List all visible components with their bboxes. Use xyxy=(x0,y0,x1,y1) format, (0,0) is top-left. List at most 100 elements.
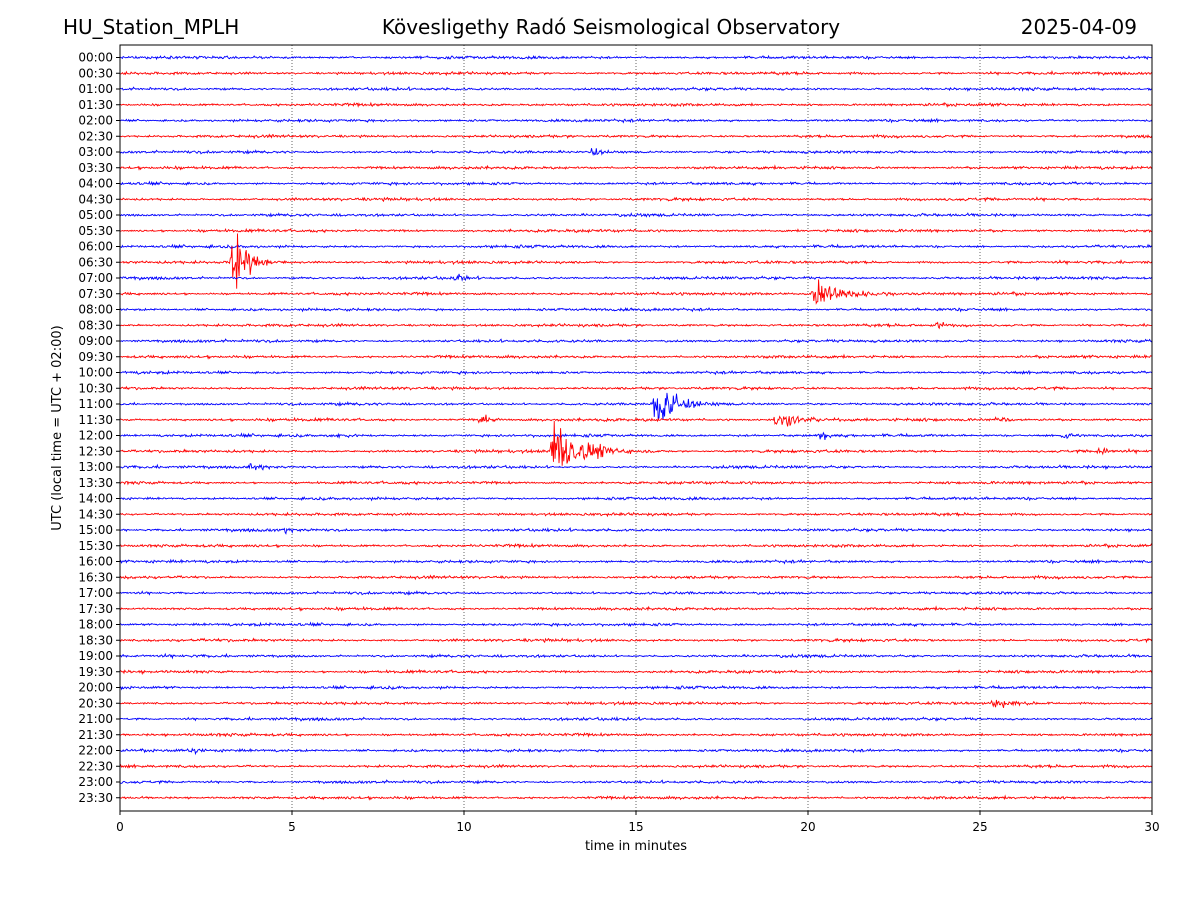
trace-0200 xyxy=(119,117,1153,124)
chart-title: Kövesligethy Radó Seismological Observat… xyxy=(381,15,841,39)
trace-2200 xyxy=(119,747,1153,756)
x-tick-label: 5 xyxy=(288,820,296,834)
y-tick-label: 23:30 xyxy=(78,791,113,805)
trace-1000 xyxy=(119,369,1153,376)
y-tick-label: 08:00 xyxy=(78,303,113,317)
trace-1430 xyxy=(119,511,1153,518)
y-tick-label: 02:00 xyxy=(78,114,113,128)
y-tick-label: 01:00 xyxy=(78,82,113,96)
y-tick-label: 10:30 xyxy=(78,381,113,395)
y-tick-label: 20:30 xyxy=(78,696,113,710)
x-tick-label: 15 xyxy=(628,820,643,834)
y-tick-label: 09:30 xyxy=(78,350,113,364)
y-tick-label: 14:30 xyxy=(78,507,113,521)
y-tick-label: 16:30 xyxy=(78,570,113,584)
y-tick-label: 15:30 xyxy=(78,539,113,553)
y-tick-label: 00:30 xyxy=(78,66,113,80)
trace-0400 xyxy=(119,180,1153,187)
trace-0930 xyxy=(119,353,1153,360)
trace-2330 xyxy=(119,794,1153,801)
chart-date: 2025-04-09 xyxy=(1020,15,1137,39)
trace-1330 xyxy=(119,480,1153,486)
y-tick-label: 07:00 xyxy=(78,271,113,285)
seismogram-traces xyxy=(119,54,1153,801)
trace-2230 xyxy=(119,763,1153,770)
trace-0630 xyxy=(119,233,1153,289)
trace-2300 xyxy=(119,779,1153,785)
y-tick-label: 15:00 xyxy=(78,523,113,537)
trace-1100 xyxy=(119,392,1153,421)
trace-0030 xyxy=(119,69,1153,77)
trace-1530 xyxy=(119,542,1153,549)
y-tick-label: 11:30 xyxy=(78,413,113,427)
y-tick-label: 20:00 xyxy=(78,681,113,695)
y-tick-label: 11:00 xyxy=(78,397,113,411)
grid-lines xyxy=(291,45,981,811)
trace-0530 xyxy=(119,227,1153,234)
trace-1900 xyxy=(119,652,1153,660)
y-tick-label: 08:30 xyxy=(78,318,113,332)
x-tick-label: 10 xyxy=(456,820,471,834)
trace-0830 xyxy=(119,321,1153,330)
y-tick-label: 22:00 xyxy=(78,744,113,758)
trace-0500 xyxy=(119,212,1153,218)
y-axis-label: UTC (local time = UTC + 02:00) xyxy=(50,325,65,530)
trace-0800 xyxy=(119,306,1153,313)
trace-0430 xyxy=(119,196,1153,203)
y-tick-label: 03:00 xyxy=(78,145,113,159)
y-tick-label: 16:00 xyxy=(78,555,113,569)
x-tick-label: 0 xyxy=(116,820,124,834)
trace-1200 xyxy=(119,431,1153,440)
trace-1700 xyxy=(119,590,1153,596)
y-tick-label: 04:00 xyxy=(78,177,113,191)
trace-0730 xyxy=(119,279,1153,305)
trace-1300 xyxy=(119,463,1153,471)
trace-0100 xyxy=(119,86,1153,92)
x-axis-label: time in minutes xyxy=(585,839,687,854)
trace-0000 xyxy=(119,54,1153,61)
trace-1730 xyxy=(119,605,1153,612)
y-tick-label: 02:30 xyxy=(78,129,113,143)
y-tick-label: 05:30 xyxy=(78,224,113,238)
y-tick-label: 06:00 xyxy=(78,240,113,254)
y-tick-label: 09:00 xyxy=(78,334,113,348)
y-tick-label: 23:00 xyxy=(78,775,113,789)
trace-2130 xyxy=(119,731,1153,738)
y-tick-label: 13:00 xyxy=(78,460,113,474)
y-tick-label: 22:30 xyxy=(78,759,113,773)
station-name: HU_Station_MPLH xyxy=(63,15,240,39)
y-tick-label: 07:30 xyxy=(78,287,113,301)
y-tick-label: 21:30 xyxy=(78,728,113,742)
y-tick-label: 03:30 xyxy=(78,161,113,175)
trace-1230 xyxy=(119,420,1153,466)
trace-1930 xyxy=(119,668,1153,676)
trace-1130 xyxy=(119,414,1153,427)
y-tick-label: 05:00 xyxy=(78,208,113,222)
y-tick-label: 18:30 xyxy=(78,633,113,647)
x-tick-label: 25 xyxy=(972,820,987,834)
trace-0230 xyxy=(119,133,1153,140)
y-tick-label: 04:30 xyxy=(78,192,113,206)
y-tick-label: 00:00 xyxy=(78,51,113,65)
trace-1600 xyxy=(119,558,1153,565)
y-tick-label: 19:00 xyxy=(78,649,113,663)
y-tick-label: 12:00 xyxy=(78,429,113,443)
y-tick-label: 18:00 xyxy=(78,618,113,632)
trace-1630 xyxy=(119,574,1153,581)
y-tick-label: 06:30 xyxy=(78,255,113,269)
x-axis: 0 5 10 15 20 25 30 xyxy=(116,811,1160,834)
y-tick-label: 10:00 xyxy=(78,366,113,380)
trace-0300 xyxy=(119,148,1153,156)
trace-0330 xyxy=(119,164,1153,171)
trace-1830 xyxy=(119,637,1153,644)
y-tick-label: 21:00 xyxy=(78,712,113,726)
trace-1030 xyxy=(119,385,1153,392)
y-tick-label: 17:00 xyxy=(78,586,113,600)
trace-1800 xyxy=(119,621,1153,628)
trace-1400 xyxy=(119,495,1153,502)
trace-0900 xyxy=(119,338,1153,344)
y-tick-label: 17:30 xyxy=(78,602,113,616)
x-tick-label: 30 xyxy=(1144,820,1159,834)
